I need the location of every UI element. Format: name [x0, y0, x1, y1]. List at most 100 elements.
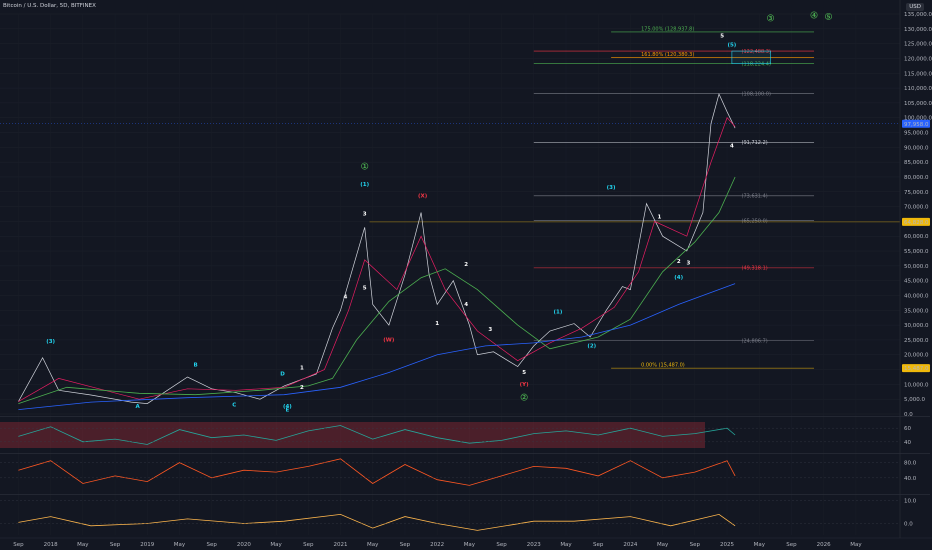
y-tick-label: 75,000.0 — [904, 190, 929, 196]
price-tag — [902, 217, 930, 226]
oscillator-line — [18, 458, 736, 486]
x-tick-label: Sep — [13, 542, 24, 548]
wave-label: 4 — [812, 13, 816, 19]
wave-label: 2 — [464, 262, 468, 268]
oscillator-line — [18, 513, 736, 531]
wave-label: (1) — [554, 309, 563, 315]
fib-levels: 175.00% (128,937.8) (122,488.3) 161.80% (1… — [533, 26, 815, 369]
y-tick-label: 80,000.0 — [904, 175, 929, 181]
y-tick-label: 85,000.0 — [904, 160, 929, 166]
x-tick-label: May — [657, 542, 669, 548]
wave-label: 3 — [363, 211, 367, 217]
x-tick-label: 2024 — [623, 542, 637, 548]
wave-label: (4) — [674, 275, 683, 281]
wave-label: 2 — [677, 259, 681, 265]
y-tick-label: 110,000.0 — [904, 86, 932, 92]
x-tick-label: 2019 — [140, 542, 154, 548]
currency-button[interactable]: USD — [906, 3, 924, 11]
x-tick-label: Sep — [207, 542, 218, 548]
btc-price-line — [18, 92, 736, 404]
price-tag — [902, 119, 930, 128]
x-tick-label: Sep — [593, 542, 604, 548]
wave-label: E — [286, 408, 290, 414]
wave-label: 4 — [343, 294, 347, 300]
x-tick-label: Sep — [110, 542, 121, 548]
x-axis-ticks: Sep 2018 May Sep 2019 May Sep 2020 May Sep 2021 May… — [13, 14, 862, 548]
ma-long-line — [18, 283, 736, 410]
y-tick-label: 10,000.0 — [904, 382, 929, 388]
y-tick-label: 45,000.0 — [904, 279, 929, 285]
x-tick-label: May — [77, 542, 89, 548]
x-tick-label: May — [850, 542, 862, 548]
wave-label: (X) — [418, 194, 428, 200]
x-tick-label: 2018 — [44, 542, 58, 548]
grid-lines — [0, 13, 900, 415]
wave-label: (Y) — [520, 382, 529, 388]
wave-label: 2 — [300, 385, 304, 391]
wave-label: 3 — [488, 327, 492, 333]
price-tag-label: 64,828.0 — [904, 220, 929, 226]
y-axis-ticks: 0.05,000.010,000.015,000.020,000.025,000… — [904, 12, 932, 418]
wave-label: 5 — [827, 14, 831, 20]
y-tick-label: 25,000.0 — [904, 338, 929, 344]
wave-label: C — [232, 403, 236, 409]
x-tick-label: May — [464, 542, 476, 548]
y-tick-label: 35,000.0 — [904, 308, 929, 314]
fib-level-label: (122,488.3) — [742, 49, 771, 55]
x-tick-label: 2026 — [817, 542, 831, 548]
wave-labels: (3)ABCDE(4)12345(1)1(X)(W)12345(Y)2(1)(2… — [46, 11, 833, 414]
oscillator-pane-2: 80.0 40.0 — [0, 453, 930, 486]
wave-circle — [520, 393, 528, 401]
oscillator-line — [18, 425, 736, 445]
fib-level-label: 161.80% (120,380.3) — [641, 52, 694, 58]
x-tick-label: May — [560, 542, 572, 548]
y-tick-label: 95,000.0 — [904, 131, 929, 137]
y-tick-label: 130,000.0 — [904, 27, 932, 33]
ma-mid-line — [18, 176, 736, 404]
y-tick-label: 125,000.0 — [904, 42, 932, 48]
price-tag — [902, 364, 930, 373]
y-tick-label: 60,000.0 — [904, 234, 929, 240]
wave-label: B — [193, 363, 197, 369]
wave-label: (2) — [587, 343, 596, 349]
wave-label: 5 — [522, 370, 526, 376]
wave-circle — [825, 12, 833, 20]
x-tick-label: May — [367, 542, 379, 548]
wave-label: 2 — [522, 395, 526, 401]
wave-label: 5 — [363, 286, 367, 292]
wave-label: (3) — [607, 185, 616, 191]
x-tick-label: May — [174, 542, 186, 548]
price-tag-label: 97,958.0 — [904, 122, 929, 128]
x-tick-label: Sep — [400, 542, 411, 548]
x-tick-label: Sep — [690, 542, 701, 548]
pane-tick-label: 0.0 — [904, 522, 913, 528]
wave-label: 1 — [300, 366, 304, 372]
wave-label: (4) — [283, 404, 292, 410]
fib-level-label: (73,631.4) — [742, 194, 768, 200]
x-tick-label: 2025 — [720, 542, 734, 548]
wave-label: D — [280, 371, 285, 377]
oscillator-pane-3: 10.0 0.0 — [0, 494, 930, 531]
x-tick-label: 2021 — [334, 542, 348, 548]
wave-label: 4 — [464, 302, 468, 308]
fib-level-label: 0.00% (15,487.0) — [641, 363, 685, 369]
wave-circle — [767, 14, 775, 22]
pane-tick-label: 10.0 — [904, 499, 917, 505]
wave-label: 1 — [658, 214, 662, 220]
oscillator-pane-1: 60 40 — [0, 416, 930, 448]
x-tick-label: 2023 — [527, 542, 541, 548]
x-tick-label: Sep — [496, 542, 507, 548]
y-tick-label: 55,000.0 — [904, 249, 929, 255]
x-tick-label: May — [754, 542, 766, 548]
wave-label: 3 — [686, 260, 690, 266]
price-tag-label: 15,487.0 — [904, 366, 929, 372]
wave-label: (3) — [46, 339, 55, 345]
fib-level-label: (65,250.0) — [742, 218, 768, 224]
wave-label: 1 — [435, 321, 439, 327]
y-tick-label: 50,000.0 — [904, 264, 929, 270]
y-tick-label: 90,000.0 — [904, 145, 929, 151]
y-tick-label: 5,000.0 — [904, 397, 925, 403]
y-tick-label: 105,000.0 — [904, 101, 932, 107]
fib-level-label: (49,318.1) — [742, 266, 768, 272]
